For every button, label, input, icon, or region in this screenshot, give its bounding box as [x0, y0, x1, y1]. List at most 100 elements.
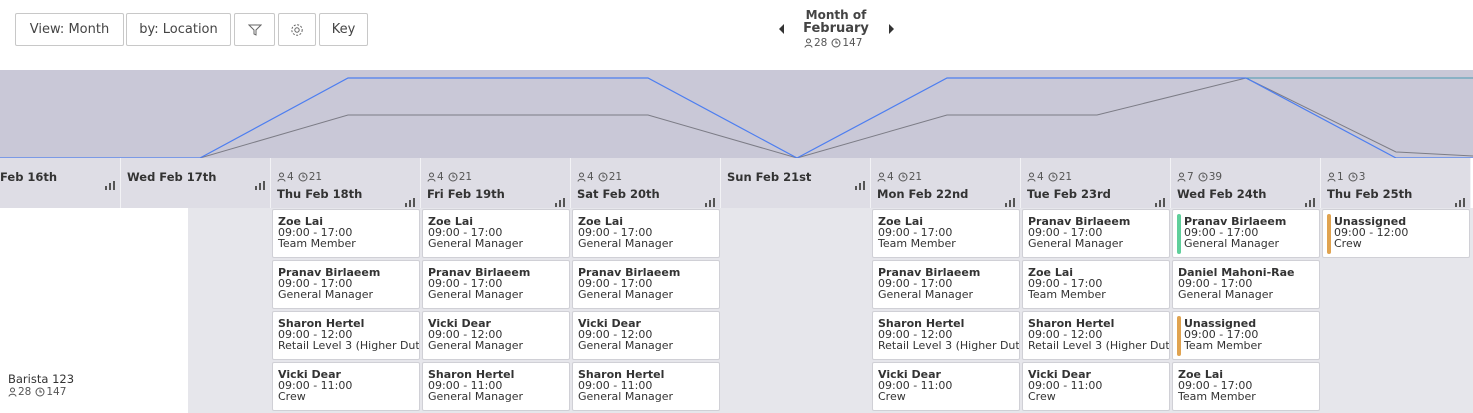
key-button[interactable]: Key — [319, 13, 368, 46]
shift-time: 09:00 - 12:00 — [1334, 226, 1409, 239]
chart-icon[interactable] — [1305, 192, 1315, 211]
shift-time: 09:00 - 11:00 — [278, 379, 353, 392]
day-header[interactable]: 7 39 Wed Feb 24th — [1171, 158, 1321, 208]
shift-card[interactable]: Vicki Dear 09:00 - 11:00 Crew — [1022, 362, 1170, 411]
day-label: Sun Feb 21st — [727, 170, 812, 184]
shift-time: 09:00 - 12:00 — [1028, 328, 1103, 341]
day-header[interactable]: Sun Feb 21st — [721, 158, 871, 208]
shift-card[interactable]: Vicki Dear 09:00 - 12:00 General Manager — [422, 311, 570, 360]
chart-icon[interactable] — [555, 192, 565, 211]
shift-card[interactable]: Pranav Birlaeem 09:00 - 17:00 General Mana… — [1172, 209, 1320, 258]
shift-card[interactable]: Vicki Dear 09:00 - 11:00 Crew — [272, 362, 420, 411]
day-header[interactable]: 4 21 Sat Feb 20th — [571, 158, 721, 208]
chart-icon[interactable] — [855, 175, 865, 194]
shift-card[interactable]: Sharon Hertel 09:00 - 12:00 Retail Level 3… — [272, 311, 420, 360]
shift-role: General Manager — [428, 339, 524, 352]
shift-time: 09:00 - 17:00 — [1184, 226, 1259, 239]
shift-card[interactable]: Zoe Lai 09:00 - 17:00 Team Member — [272, 209, 420, 258]
shift-time: 09:00 - 17:00 — [428, 226, 503, 239]
day-header[interactable]: 4 21 Tue Feb 23rd — [1021, 158, 1171, 208]
day-header[interactable]: Feb 16th — [0, 158, 121, 208]
chart-icon[interactable] — [255, 175, 265, 194]
shift-card[interactable]: Zoe Lai 09:00 - 17:00 Team Member — [872, 209, 1020, 258]
shift-card[interactable]: Unassigned 09:00 - 12:00 Crew — [1322, 209, 1470, 258]
shift-name: Pranav Birlaeem — [278, 266, 381, 279]
shift-name: Unassigned — [1184, 317, 1257, 330]
hours-count: 21 — [908, 171, 923, 183]
shift-card[interactable]: Pranav Birlaeem 09:00 - 17:00 General Mana… — [872, 260, 1020, 309]
chart-icon[interactable] — [1005, 192, 1015, 211]
shift-card[interactable]: Daniel Mahoni-Rae 09:00 - 17:00 General Ma… — [1172, 260, 1320, 309]
filter-button[interactable] — [234, 13, 275, 46]
chart-icon[interactable] — [1455, 192, 1465, 211]
prev-arrow[interactable] — [775, 22, 787, 36]
people-icon — [8, 387, 17, 397]
period-month: February — [803, 21, 869, 36]
day-header[interactable]: 1 3 Thu Feb 25th — [1321, 158, 1471, 208]
shift-time: 09:00 - 17:00 — [1178, 277, 1253, 290]
shift-card[interactable]: Zoe Lai 09:00 - 17:00 General Manager — [572, 209, 720, 258]
day-header[interactable]: 4 21 Mon Feb 22nd — [871, 158, 1021, 208]
settings-button[interactable] — [278, 13, 316, 46]
hours-count: 21 — [458, 171, 473, 183]
status-marker — [1177, 214, 1181, 254]
row-stats: 28 147 — [8, 386, 66, 398]
shift-card[interactable]: Zoe Lai 09:00 - 17:00 Team Member — [1022, 260, 1170, 309]
shift-time: 09:00 - 12:00 — [878, 328, 953, 341]
chart-icon[interactable] — [705, 192, 715, 211]
shift-card[interactable]: Sharon Hertel 09:00 - 12:00 Retail Level 3… — [1022, 311, 1170, 360]
shift-role: Team Member — [1028, 288, 1106, 301]
shift-card[interactable]: Sharon Hertel 09:00 - 11:00 General Manage… — [572, 362, 720, 411]
hours-count: 21 — [1058, 171, 1073, 183]
shift-name: Sharon Hertel — [428, 368, 515, 381]
people-count: 4 — [887, 171, 894, 183]
shift-card[interactable]: Sharon Hertel 09:00 - 12:00 Retail Level 3… — [872, 311, 1020, 360]
shift-card[interactable]: Pranav Birlaeem 09:00 - 17:00 General Mana… — [1022, 209, 1170, 258]
shift-role: Team Member — [1184, 339, 1262, 352]
view-button[interactable]: View: Month — [15, 13, 124, 46]
hours-icon — [898, 172, 908, 182]
day-stats: 7 39 — [1177, 171, 1222, 183]
day-header[interactable]: 4 21 Thu Feb 18th — [271, 158, 421, 208]
shift-card[interactable]: Zoe Lai 09:00 - 17:00 Team Member — [1172, 362, 1320, 411]
shift-role: General Manager — [1028, 237, 1124, 250]
shift-card[interactable]: Vicki Dear 09:00 - 11:00 Crew — [872, 362, 1020, 411]
hours-icon — [35, 387, 45, 397]
settings-icon — [291, 23, 303, 36]
status-marker — [1177, 316, 1181, 356]
shift-card[interactable]: Unassigned 09:00 - 17:00 Team Member — [1172, 311, 1320, 360]
shift-role: General Manager — [428, 237, 524, 250]
shift-name: Vicki Dear — [1028, 368, 1091, 381]
shift-card[interactable]: Pranav Birlaeem 09:00 - 17:00 General Mana… — [422, 260, 570, 309]
shift-time: 09:00 - 17:00 — [1178, 379, 1253, 392]
people-count: 28 — [18, 386, 32, 398]
shift-role: General Manager — [1178, 288, 1274, 301]
shift-card[interactable]: Pranav Birlaeem 09:00 - 17:00 General Mana… — [272, 260, 420, 309]
people-count: 4 — [587, 171, 594, 183]
chart-icon[interactable] — [405, 192, 415, 211]
day-header[interactable]: 4 21 Fri Feb 19th — [421, 158, 571, 208]
chart-icon[interactable] — [1155, 192, 1165, 211]
shift-role: Crew — [278, 390, 306, 403]
group-button[interactable]: by: Location — [126, 13, 231, 46]
shift-card[interactable]: Sharon Hertel 09:00 - 11:00 General Manage… — [422, 362, 570, 411]
day-label: Wed Feb 17th — [127, 170, 217, 184]
shift-card[interactable]: Vicki Dear 09:00 - 12:00 General Manager — [572, 311, 720, 360]
shift-time: 09:00 - 12:00 — [578, 328, 653, 341]
hours-icon — [1348, 172, 1358, 182]
day-header[interactable]: Wed Feb 17th — [121, 158, 271, 208]
shift-name: Zoe Lai — [428, 215, 474, 228]
shift-card[interactable]: Zoe Lai 09:00 - 17:00 General Manager — [422, 209, 570, 258]
hours-icon — [598, 172, 608, 182]
day-label: Sat Feb 20th — [577, 187, 660, 201]
next-arrow[interactable] — [886, 22, 898, 36]
shift-time: 09:00 - 12:00 — [428, 328, 503, 341]
chart-icon[interactable] — [105, 175, 115, 194]
shift-role: General Manager — [278, 288, 374, 301]
hours-icon — [831, 38, 841, 48]
shift-time: 09:00 - 17:00 — [878, 226, 953, 239]
people-icon — [804, 38, 813, 48]
shift-time: 09:00 - 11:00 — [1028, 379, 1103, 392]
day-stats: 4 21 — [1027, 171, 1072, 183]
shift-card[interactable]: Pranav Birlaeem 09:00 - 17:00 General Mana… — [572, 260, 720, 309]
